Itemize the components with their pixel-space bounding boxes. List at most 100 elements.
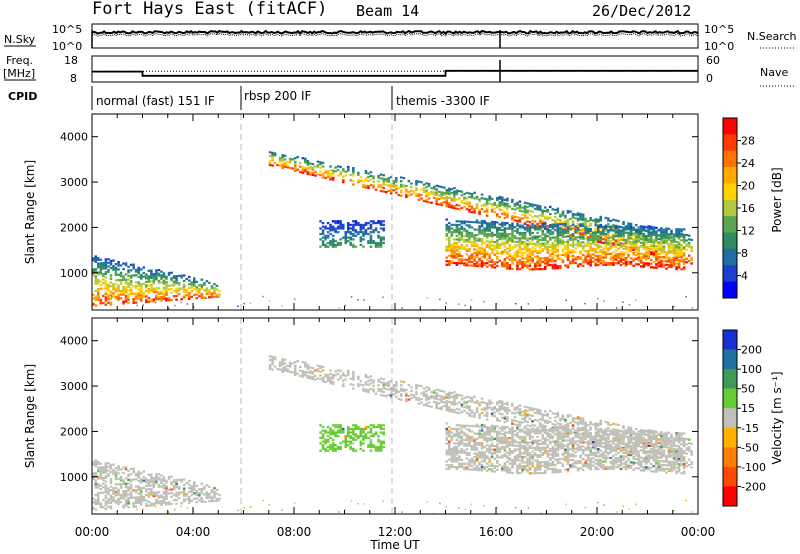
power-cell [475,264,479,268]
velocity-cell [455,395,459,398]
velocity-cell [443,390,446,393]
power-cell [576,214,580,217]
power-cell [559,220,562,223]
power-cell [586,240,590,244]
power-cell [645,246,648,249]
velocity-cell [475,443,479,446]
power-cell [427,201,431,204]
velocity-cell [597,422,600,425]
power-cell [584,259,587,262]
power-cell [645,225,648,229]
power-cell [569,225,572,228]
velocity-cell [478,467,481,470]
power-cell [475,252,479,255]
power-cell [639,245,643,248]
power-cell [672,240,676,243]
power-cell [453,223,456,226]
power-cell [675,235,678,238]
power-cell [538,205,542,208]
power-cell [415,194,418,197]
power-cell [612,254,615,257]
velocity-cell [556,413,560,416]
power-cell [498,203,502,206]
power-cell [533,235,537,238]
power-cell [460,245,464,248]
velocity-cell [680,447,683,450]
power-cell [496,206,499,209]
power-cell [339,171,342,174]
power-cell [367,232,370,236]
power-cell [657,263,661,266]
power-cell [455,245,459,248]
power-cell [533,266,537,269]
velocity-cell [506,410,509,413]
velocity-cell [473,468,476,471]
velocity-cell [485,433,489,436]
power-cell [180,274,183,277]
power-cell [127,285,130,288]
power-cell [329,243,332,246]
velocity-cell [294,372,297,375]
power-cell [566,228,570,231]
power-cell [132,265,135,268]
power-cell [518,248,522,251]
power-cell [584,242,587,245]
power-cell [672,264,676,267]
power-cell [670,260,673,263]
power-cell [109,294,113,297]
power-cell [536,244,539,247]
power-cell [655,255,658,258]
power-cell [597,297,599,300]
velocity-cell [342,372,345,375]
power-cell [586,253,590,256]
velocity-cell [493,470,497,473]
power-cell [579,216,582,219]
power-cell [571,236,575,239]
power-cell [579,241,582,244]
velocity-cell [473,446,476,450]
power-cell [549,233,552,236]
power-cell [342,170,345,173]
power-cell [632,234,635,237]
velocity-cell [165,481,168,484]
power-cell [104,300,108,303]
power-cell [490,260,494,263]
power-cell [294,164,297,167]
velocity-cell [193,483,196,486]
power-cell [652,239,656,242]
velocity-cell [132,503,135,506]
velocity-cell [478,402,481,405]
velocity-cell [215,497,219,500]
power-cell [523,207,527,210]
velocity-cell [579,422,582,425]
power-cell [205,292,209,295]
power-cell [92,268,95,271]
power-cell [488,197,491,200]
velocity-cell [382,378,385,381]
power-cell [521,260,524,264]
velocity-cell [162,490,166,493]
velocity-cell [478,469,481,472]
power-cell [521,235,524,238]
velocity-cell [463,449,466,453]
power-cell [617,256,620,259]
power-cell [639,229,643,232]
power-cell [672,247,676,251]
power-cell [470,192,474,196]
velocity-cell [357,383,360,386]
power-cell [483,231,486,234]
power-cell [137,272,141,275]
y-tick-label: 4000 [60,131,88,144]
power-cell [581,228,585,231]
power-cell [639,232,643,235]
power-cell [667,264,671,267]
velocity-cell [493,457,497,460]
power-cell [599,256,603,259]
power-cell [395,178,398,182]
velocity-cell [195,484,199,487]
power-cell [665,256,668,259]
power-cell [655,226,658,229]
power-cell [493,201,497,205]
power-cell [109,290,113,293]
power-cell [488,198,491,202]
